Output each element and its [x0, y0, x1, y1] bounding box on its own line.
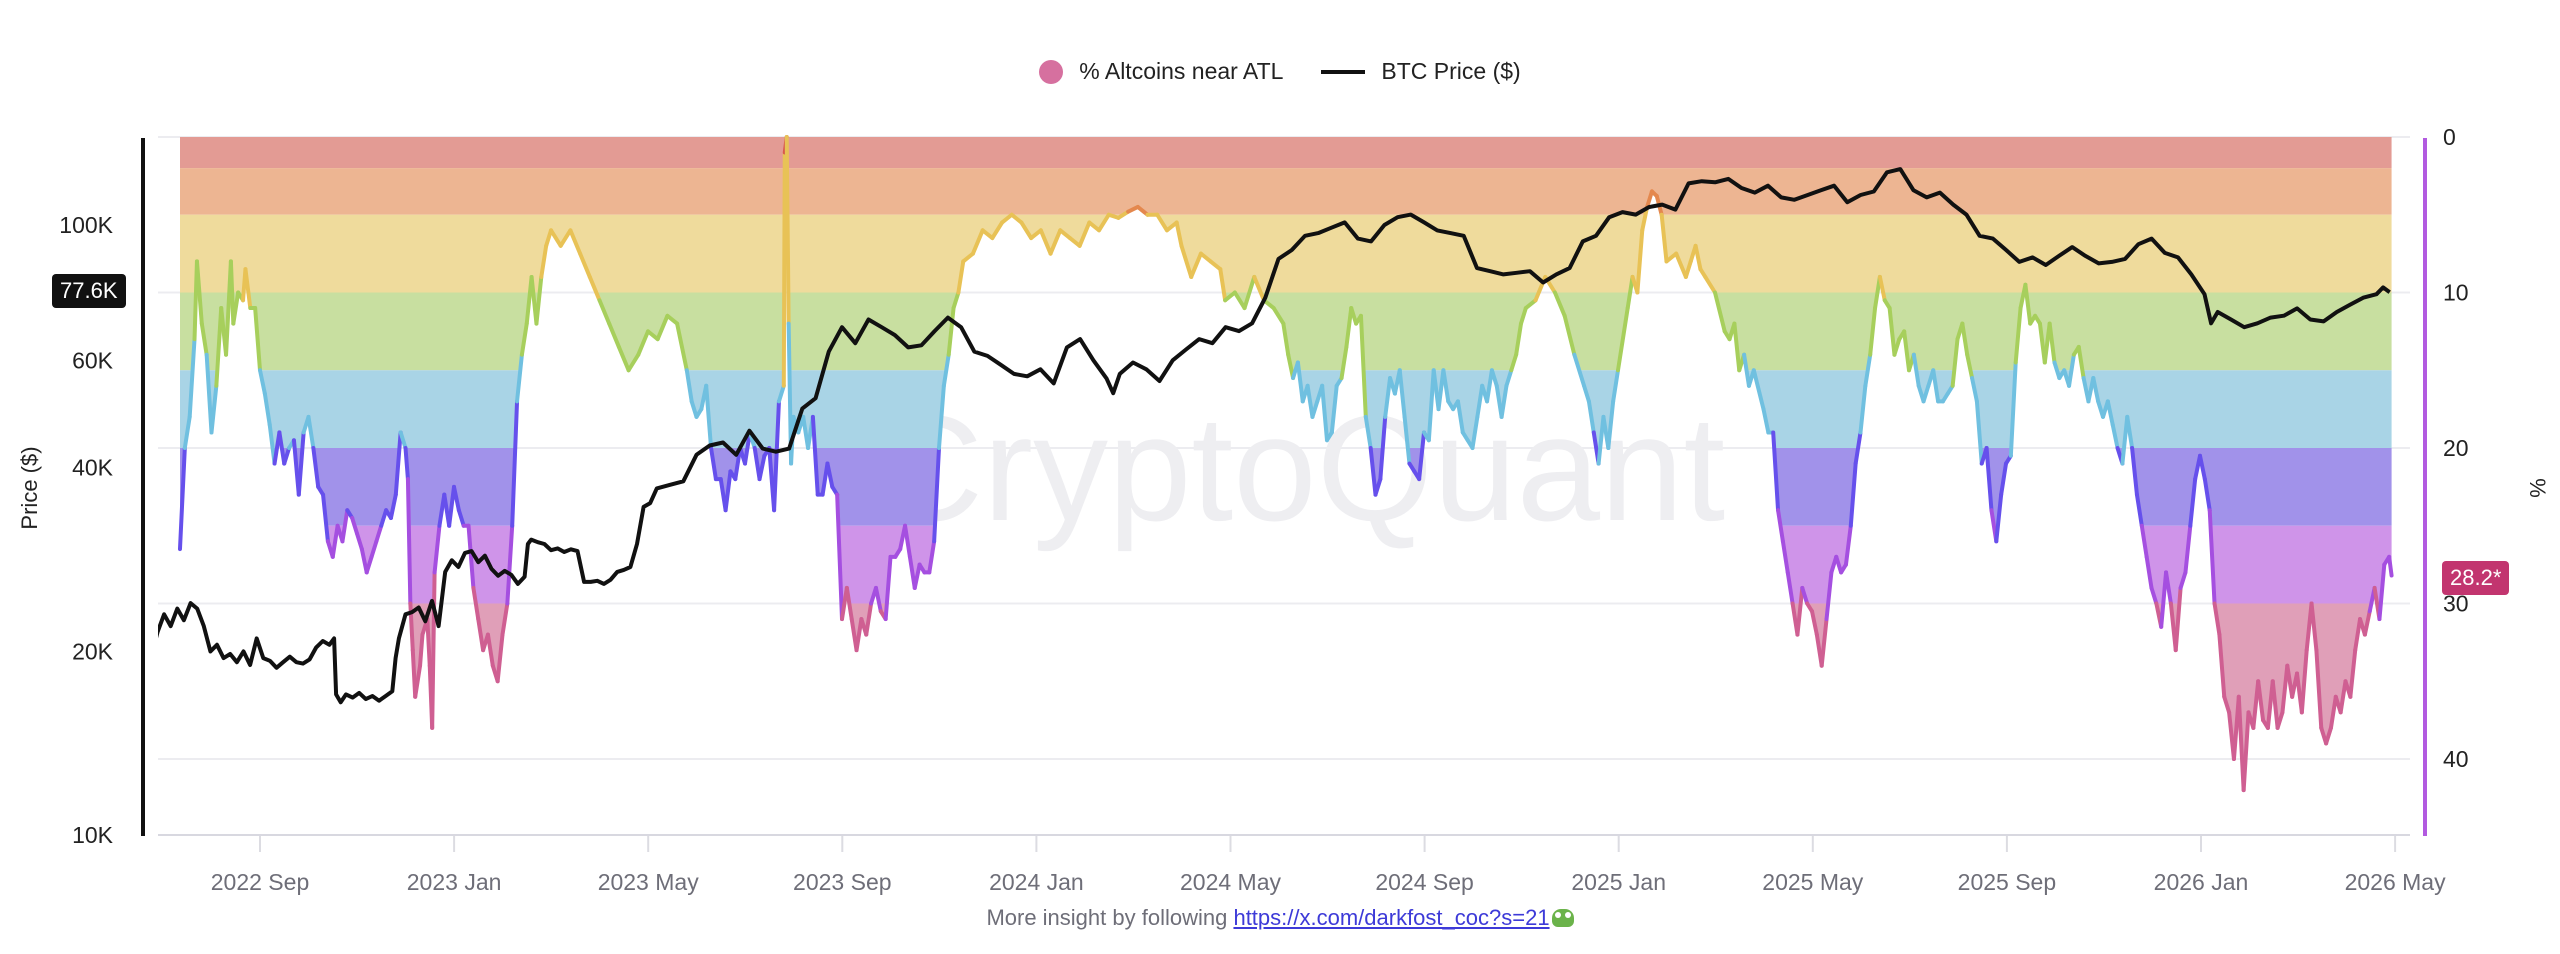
svg-text:60K: 60K	[72, 347, 114, 373]
svg-text:2023 Jan: 2023 Jan	[407, 869, 502, 895]
svg-text:10K: 10K	[72, 822, 114, 848]
frog-emoji-icon	[1551, 909, 1574, 927]
legend-item-btc-price[interactable]: BTC Price ($)	[1321, 58, 1521, 85]
legend: % Altcoins near ATL BTC Price ($)	[0, 58, 2560, 85]
svg-text:20K: 20K	[72, 638, 114, 664]
btc-price-line	[158, 167, 2391, 705]
svg-text:2024 Jan: 2024 Jan	[989, 869, 1084, 895]
x-axis-ticks: 2022 Sep 2023 Jan 2023 May 2023 Sep 2024 Jan…	[211, 836, 2446, 895]
svg-text:2025 Jan: 2025 Jan	[1571, 869, 1666, 895]
svg-text:2023 Sep: 2023 Sep	[793, 869, 891, 895]
svg-text:2023 May: 2023 May	[598, 869, 700, 895]
svg-text:2025 May: 2025 May	[1762, 869, 1864, 895]
footer: More insight by following https://x.com/…	[0, 905, 2560, 931]
svg-text:2024 Sep: 2024 Sep	[1375, 869, 1473, 895]
legend-line-icon	[1321, 69, 1366, 74]
svg-text:10: 10	[2443, 280, 2469, 306]
current-pct-badge: 28.2*	[2442, 561, 2510, 595]
svg-text:40: 40	[2443, 746, 2469, 772]
current-price-badge: 77.6K	[52, 274, 126, 308]
svg-text:2024 May: 2024 May	[1180, 869, 1282, 895]
left-axis-title: Price ($)	[17, 446, 42, 529]
svg-text:100K: 100K	[59, 212, 113, 238]
svg-text:20: 20	[2443, 435, 2469, 461]
watermark: CryptoQuant	[875, 384, 1725, 552]
svg-text:0: 0	[2443, 124, 2456, 150]
right-axis-title: %	[2525, 478, 2550, 498]
legend-item-altcoins[interactable]: % Altcoins near ATL	[1039, 58, 1283, 85]
svg-text:40K: 40K	[72, 455, 114, 481]
svg-text:2022 Sep: 2022 Sep	[211, 869, 309, 895]
altcoins-line	[177, 135, 2394, 793]
footer-link[interactable]: https://x.com/darkfost_coc?s=21	[1233, 905, 1550, 930]
legend-label-altcoins: % Altcoins near ATL	[1079, 58, 1284, 84]
left-axis-ticks: 100K 60K 40K 20K 10K	[59, 212, 113, 848]
legend-dot-icon	[1039, 59, 1064, 84]
svg-text:2026 Jan: 2026 Jan	[2154, 869, 2249, 895]
legend-label-btc-price: BTC Price ($)	[1381, 58, 1521, 84]
svg-text:2025 Sep: 2025 Sep	[1958, 869, 2056, 895]
svg-text:2026 May: 2026 May	[2345, 869, 2447, 895]
footer-text: More insight by following	[986, 905, 1234, 930]
